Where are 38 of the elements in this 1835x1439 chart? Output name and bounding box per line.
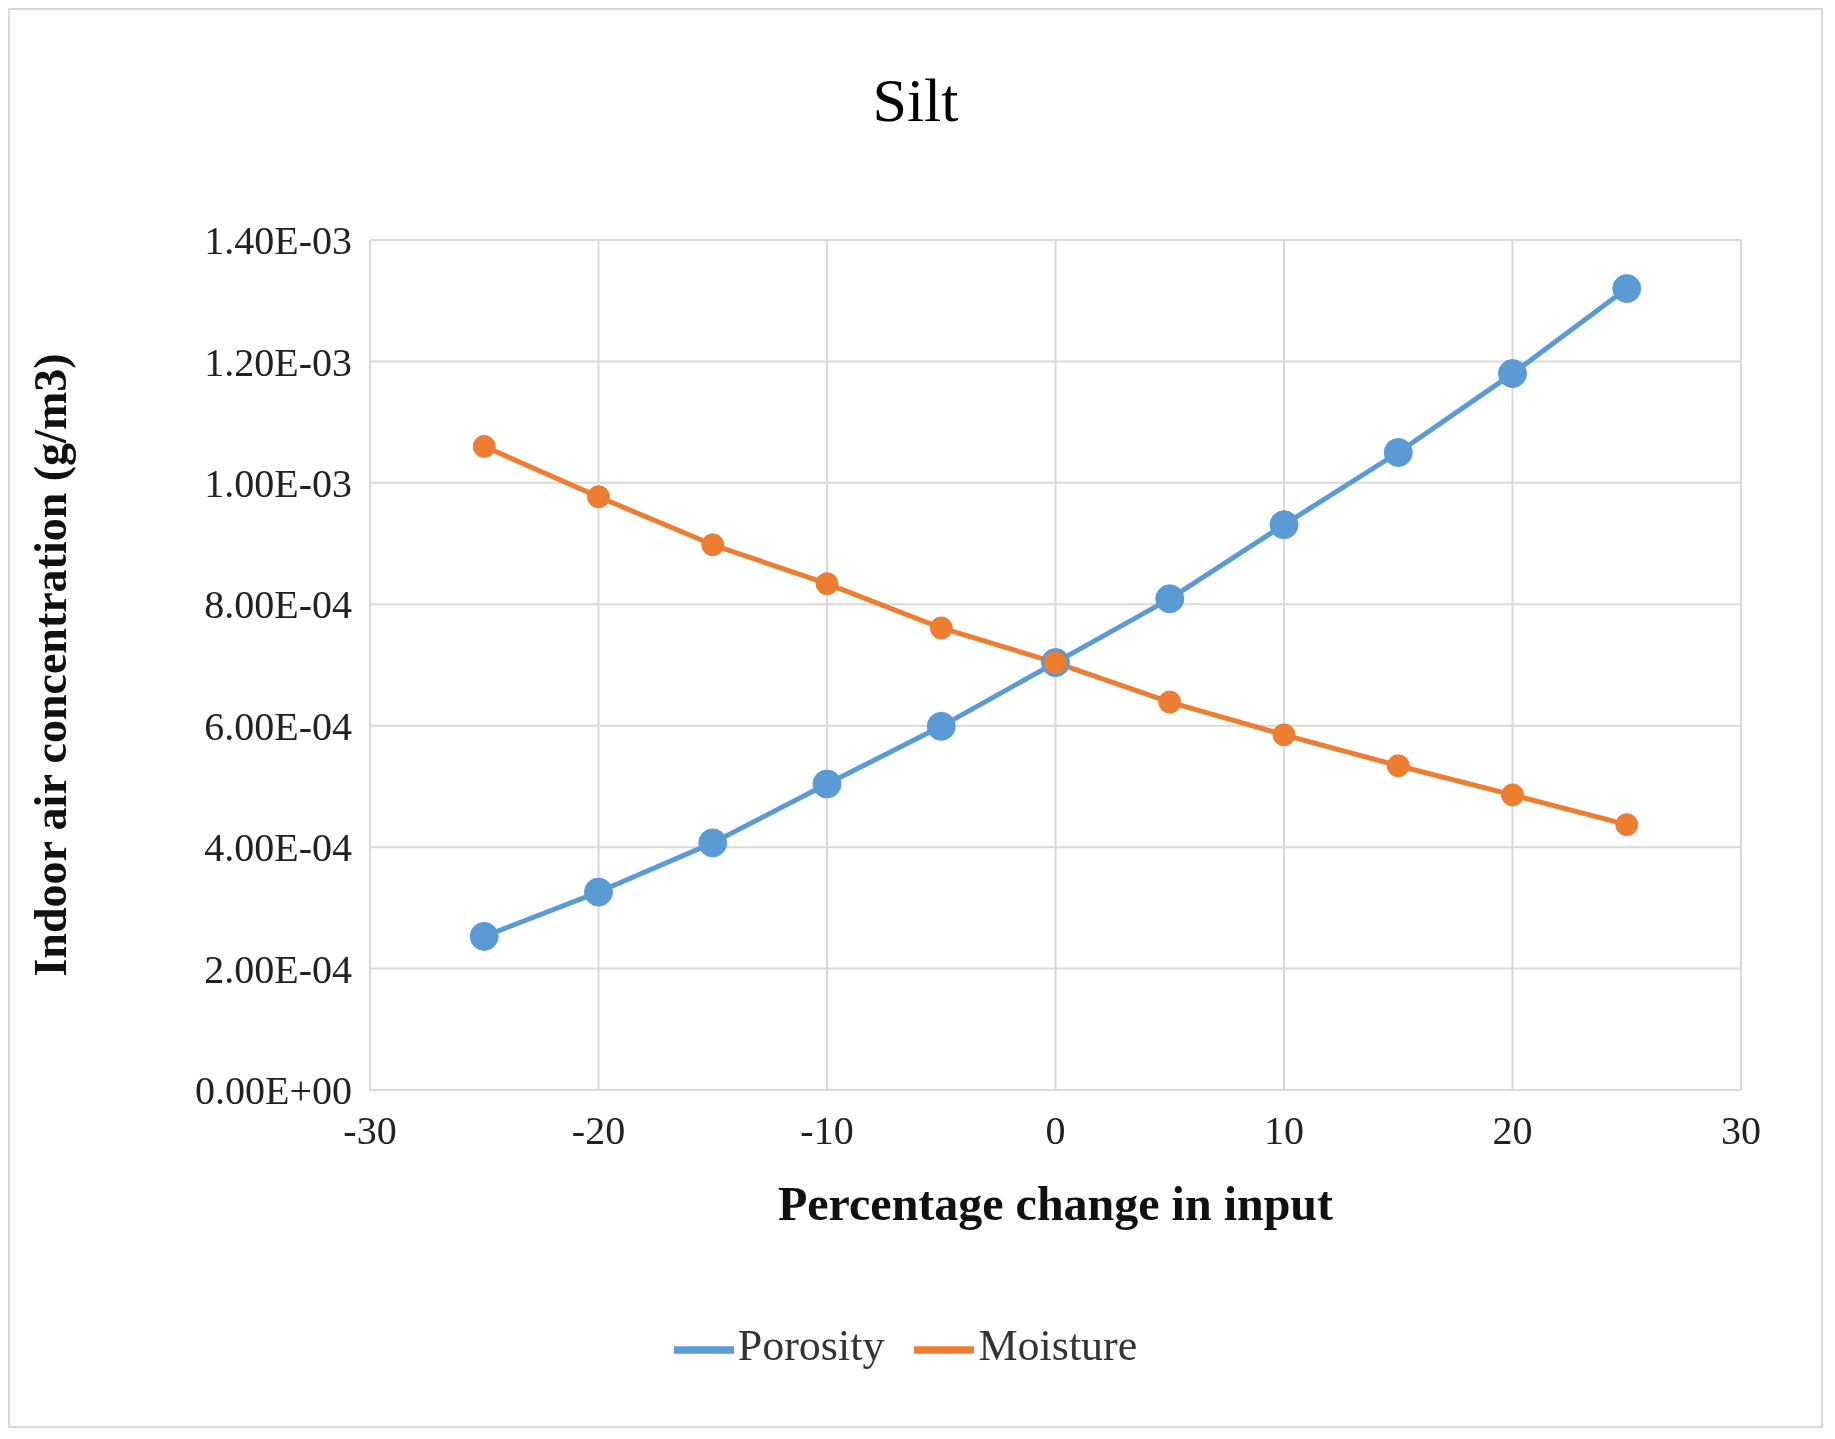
y-tick-label: 2.00E-04 [204,946,352,992]
y-tick-label: 1.20E-03 [204,339,352,385]
point [587,485,610,509]
point [929,616,953,640]
point [1498,359,1527,389]
point [584,877,613,907]
y-tick-label: 1.00E-03 [204,461,352,507]
point [1612,274,1642,304]
chart-title: Silt [871,65,960,134]
x-tick-label: 20 [1492,1108,1533,1154]
y-tick-label: 1.40E-03 [204,218,352,264]
x-tick-label: 30 [1721,1108,1761,1154]
point [698,828,728,858]
legend-label: Porosity [737,1321,885,1371]
point [1383,438,1413,467]
legend-label: Moisture [978,1321,1138,1371]
point [1501,783,1524,807]
point [812,769,842,799]
point [1386,754,1410,778]
point [472,434,496,458]
y-axis-title: Indoor air concentration (g/m3) [25,353,77,977]
x-tick-label: 10 [1264,1108,1304,1154]
point [1158,690,1182,714]
x-tick-label: 0 [1045,1108,1066,1154]
point [1272,723,1296,747]
point [1615,813,1639,837]
point [1269,510,1299,540]
x-tick-label: -20 [571,1108,626,1154]
point [701,533,725,557]
y-tick-label: 8.00E-04 [204,582,352,628]
y-tick-label: 4.00E-04 [204,825,352,871]
point [1155,584,1185,614]
point [926,711,956,741]
point [815,572,839,596]
y-tick-label: 6.00E-04 [204,703,352,749]
x-axis-title: Percentage change in input [777,1177,1334,1230]
x-tick-label: -10 [800,1108,854,1154]
point [469,921,499,951]
